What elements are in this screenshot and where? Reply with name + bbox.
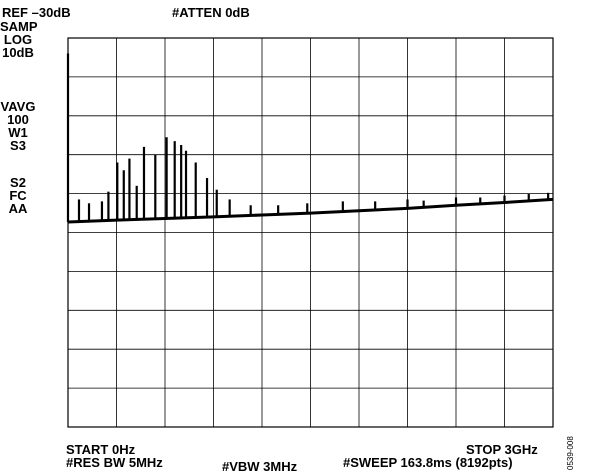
stop-frequency-label: STOP 3GHz: [466, 442, 538, 457]
noise-floor-trace: [67, 197, 554, 224]
ref-level-label: REF –30dB: [2, 5, 71, 20]
side-label-vavg: VAVG: [0, 99, 36, 114]
spectrum-trace: [66, 53, 554, 224]
resolution-bandwidth-label: #RES BW 5MHz: [66, 455, 163, 470]
side-label-aa: AA: [8, 201, 28, 216]
attenuation-label: #ATTEN 0dB: [172, 5, 250, 20]
plot-grid: [67, 37, 554, 428]
sweep-time-label: #SWEEP 163.8ms (8192pts): [343, 455, 513, 470]
side-label-w1: W1: [8, 125, 28, 140]
side-label-s3: S3: [10, 138, 26, 153]
side-label-fc: FC: [9, 188, 27, 203]
video-bandwidth-label: #VBW 3MHz: [222, 459, 298, 474]
figure-id: 0539-008: [566, 436, 575, 470]
side-label-samp: SAMP: [0, 19, 38, 34]
start-frequency-label: START 0Hz: [66, 442, 136, 457]
side-label-log: LOG: [3, 32, 33, 47]
side-label-scale: 10dB: [2, 45, 34, 60]
side-label-avg-count: 100: [7, 112, 29, 127]
side-label-s2: S2: [10, 175, 26, 190]
